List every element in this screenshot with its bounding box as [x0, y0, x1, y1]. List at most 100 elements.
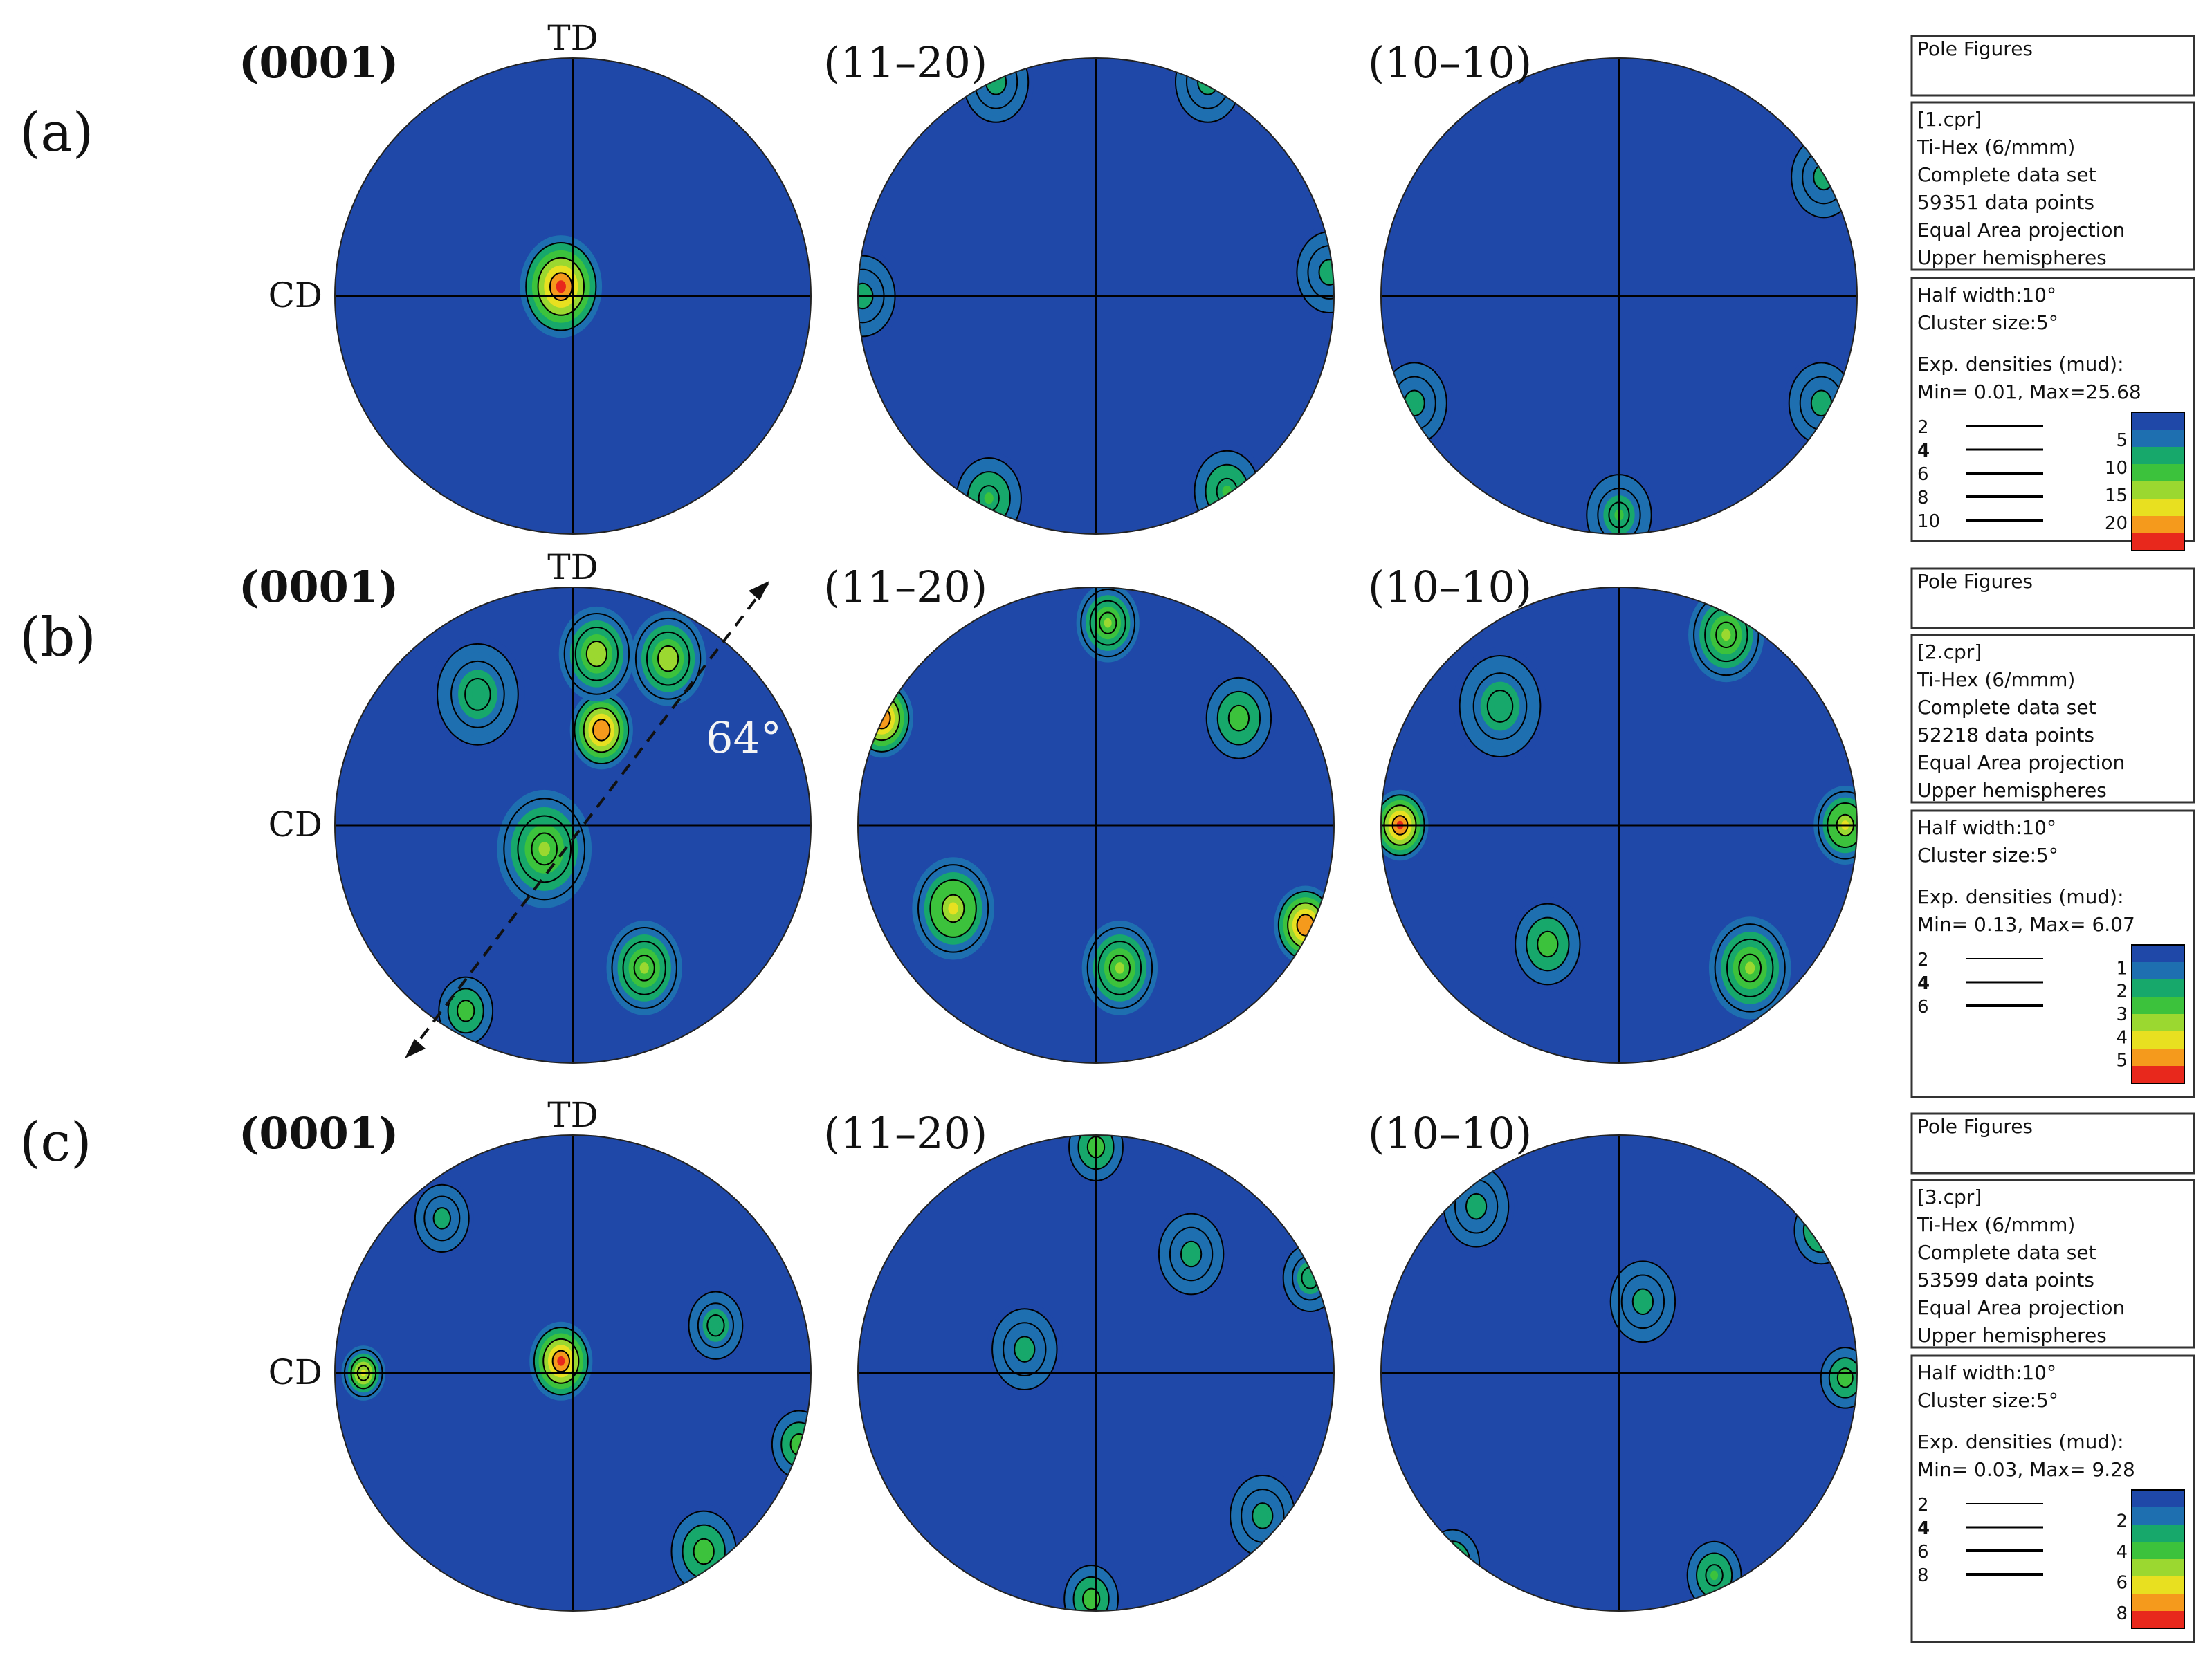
density-peak — [1104, 618, 1112, 628]
colorbar-segment — [2132, 447, 2184, 465]
density-peak — [461, 1006, 470, 1016]
dataset-info-line: Upper hemispheres — [1917, 246, 2107, 269]
header-box — [1910, 1112, 2195, 1175]
colorbar-segment — [2132, 945, 2184, 963]
plane-title: (10–10) — [1368, 1108, 1532, 1159]
contour-level-label: 6 — [1917, 997, 1929, 1017]
densities-label: Exp. densities (mud): — [1917, 353, 2124, 376]
colorbar-segment — [2132, 412, 2184, 430]
angle-annotation: 64° — [706, 712, 782, 763]
info-panels-layer: Pole Figures [1.cpr] Ti-Hex (6/mmm) Complet… — [1910, 35, 2195, 1643]
density-peak — [1721, 629, 1731, 641]
contour-level-label: 6 — [1917, 1542, 1929, 1563]
colorbar-segment — [2132, 1507, 2184, 1525]
pole-figure-outline — [334, 587, 812, 1064]
cd-label: CD — [268, 275, 322, 315]
info-panel: Pole Figures [2.cpr] Ti-Hex (6/mmm) Complet… — [1910, 567, 2195, 1098]
dataset-info-line: [2.cpr] — [1917, 641, 1982, 663]
settings-line: Cluster size:5° — [1917, 1389, 2058, 1412]
pole-figure-outline — [1380, 1134, 1858, 1612]
cd-label: CD — [268, 804, 322, 845]
dataset-info-line: Complete data set — [1917, 1241, 2096, 1264]
colorbar-segment — [2132, 1594, 2184, 1612]
dataset-info-line: Ti-Hex (6/mmm) — [1917, 1213, 2075, 1236]
dashed-arrow-line — [407, 582, 769, 1056]
settings-line: Half width:10° — [1917, 1361, 2056, 1384]
info-panel: Pole Figures [3.cpr] Ti-Hex (6/mmm) Complet… — [1910, 1112, 2195, 1643]
dataset-info-line: Complete data set — [1917, 163, 2096, 186]
colorbar-segment — [2132, 1542, 2184, 1560]
colorbar-segment — [2132, 1014, 2184, 1032]
range-text: Min= 0.03, Max= 9.28 — [1917, 1458, 2135, 1481]
density-peak — [1710, 1570, 1719, 1581]
density-peak — [1543, 938, 1553, 950]
dataset-info-line: Ti-Hex (6/mmm) — [1917, 668, 2075, 691]
density-peak — [1841, 1373, 1849, 1383]
density-peak — [1192, 62, 1224, 102]
dataset-info-line: 52218 data points — [1917, 724, 2094, 746]
text-layer: (a) (0001) (11–20) (10–10) TD CD (b) (0001) (11–… — [19, 18, 1532, 1392]
header-box — [1910, 35, 2195, 97]
colorbar-segment — [2132, 533, 2184, 551]
plane-title: (11–20) — [823, 37, 987, 88]
contour-level-label: 8 — [1917, 488, 1929, 508]
dataset-info-line: 59351 data points — [1917, 191, 2094, 214]
settings-line: Half width:10° — [1917, 284, 2056, 306]
contour-level-label: 2 — [1917, 417, 1929, 438]
density-peak — [699, 1545, 709, 1558]
contour-level-label: 10 — [1917, 511, 1940, 532]
colorbar-tick-label: 15 — [2105, 486, 2128, 506]
colorbar-tick-label: 3 — [2116, 1004, 2128, 1025]
header-box — [1910, 567, 2195, 629]
colorbar-tick-label: 10 — [2105, 458, 2128, 479]
range-text: Min= 0.01, Max=25.68 — [1917, 380, 2141, 403]
density-peak — [597, 725, 605, 735]
dataset-info-line: 53599 data points — [1917, 1269, 2094, 1291]
colorbar-segment — [2132, 1559, 2184, 1577]
density-peak — [1443, 1551, 1462, 1575]
density-peak — [948, 902, 958, 915]
density-peak — [1808, 1214, 1835, 1247]
density-peak — [556, 280, 566, 293]
contour-level-label: 6 — [1917, 464, 1929, 485]
pole-figure-outline — [857, 587, 1335, 1064]
contour-level-label: 8 — [1917, 1565, 1929, 1586]
colorbar-segment — [2132, 962, 2184, 980]
pole-figure-outline — [1380, 57, 1858, 535]
colorbar-segment — [2132, 1031, 2184, 1049]
density-peak — [1324, 266, 1334, 278]
plane-title: (0001) — [239, 1108, 399, 1159]
settings-line: Half width:10° — [1917, 816, 2056, 839]
dataset-box — [1910, 101, 2195, 271]
colorbar-segment — [2132, 1611, 2184, 1629]
pole-figure-1-1 — [858, 587, 1334, 1063]
dataset-info-line: Equal Area projection — [1917, 1296, 2125, 1319]
contour-level-label: 2 — [1917, 950, 1929, 970]
colorbar-segment — [2132, 464, 2184, 482]
density-peak — [1087, 1594, 1095, 1604]
densities-label: Exp. densities (mud): — [1917, 1430, 2124, 1453]
dataset-info-line: [3.cpr] — [1917, 1186, 1982, 1208]
pole-figure-outline — [857, 57, 1335, 535]
dataset-info-line: Upper hemispheres — [1917, 779, 2107, 802]
orientation-arrow: 64° — [405, 581, 782, 1058]
density-peak — [1816, 397, 1827, 409]
dataset-info-line: Equal Area projection — [1917, 219, 2125, 241]
density-peak — [592, 648, 602, 660]
info-panel: Pole Figures [1.cpr] Ti-Hex (6/mmm) Complet… — [1910, 35, 2195, 551]
dataset-info-line: Complete data set — [1917, 696, 2096, 719]
row-label: (b) — [19, 607, 96, 669]
cd-label: CD — [268, 1352, 322, 1392]
contour-level-label: 4 — [1917, 973, 1930, 994]
density-peak — [984, 492, 994, 504]
plane-title: (0001) — [239, 37, 399, 88]
colorbar-segment — [2132, 499, 2184, 517]
colorbar-outline — [2131, 1489, 2185, 1629]
panel-header: Pole Figures — [1917, 570, 2033, 593]
dataset-info-line: Equal Area projection — [1917, 751, 2125, 774]
density-peak — [639, 962, 649, 974]
density-peak — [868, 701, 895, 735]
density-peak — [1817, 1225, 1825, 1235]
pole-figure-outline — [334, 57, 812, 535]
